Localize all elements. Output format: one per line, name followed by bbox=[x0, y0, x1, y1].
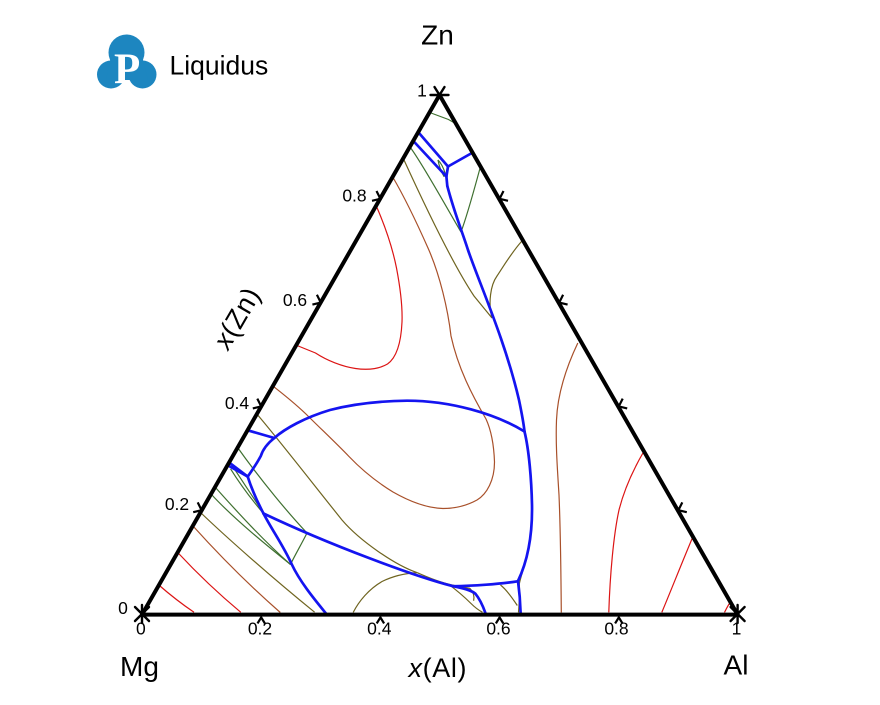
svg-text:x(Al): x(Al) bbox=[407, 653, 468, 683]
svg-text:Mg: Mg bbox=[120, 651, 159, 682]
svg-text:1: 1 bbox=[417, 81, 427, 101]
svg-text:Al: Al bbox=[724, 650, 749, 681]
svg-text:0.8: 0.8 bbox=[604, 619, 628, 639]
svg-text:P: P bbox=[114, 46, 140, 93]
svg-text:1: 1 bbox=[732, 619, 742, 639]
svg-text:0.8: 0.8 bbox=[342, 186, 366, 206]
svg-text:Zn: Zn bbox=[421, 20, 454, 51]
svg-text:0.2: 0.2 bbox=[165, 494, 189, 514]
svg-text:0: 0 bbox=[136, 619, 146, 639]
svg-text:0: 0 bbox=[118, 598, 128, 618]
svg-text:0.6: 0.6 bbox=[283, 290, 307, 310]
svg-text:0.2: 0.2 bbox=[248, 619, 272, 639]
svg-text:0.4: 0.4 bbox=[367, 619, 392, 639]
svg-text:Liquidus: Liquidus bbox=[170, 51, 269, 81]
svg-text:0.6: 0.6 bbox=[486, 619, 510, 639]
svg-text:0.4: 0.4 bbox=[225, 393, 250, 413]
